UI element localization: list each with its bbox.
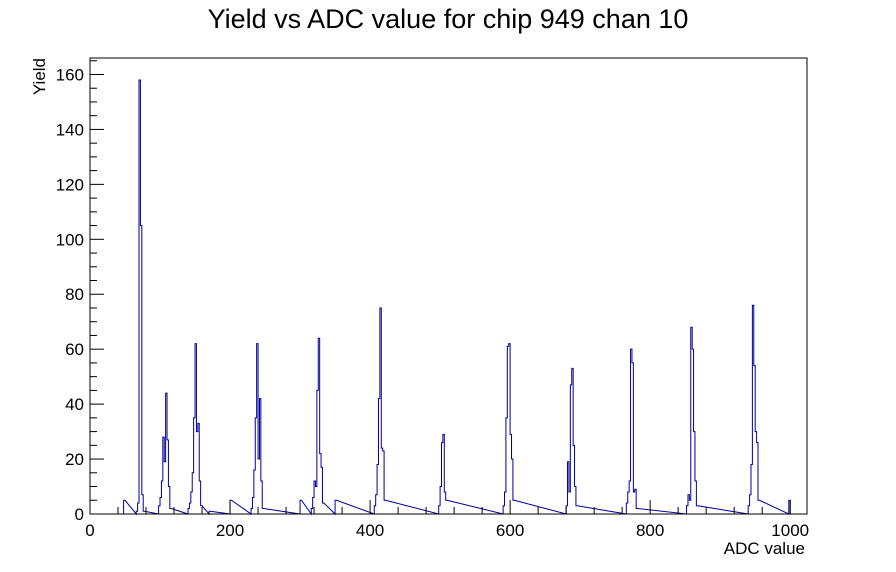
y-tick-label: 60	[65, 340, 84, 359]
y-tick-label: 80	[65, 285, 84, 304]
y-tick-label: 120	[56, 175, 84, 194]
plot-frame	[89, 57, 808, 515]
x-tick-label: 800	[636, 521, 664, 540]
histogram-line	[90, 79, 807, 516]
x-axis: 0 200 400 600 800 1000	[85, 500, 809, 540]
y-tick-label: 140	[56, 120, 84, 139]
x-axis-label: ADC value	[724, 539, 805, 558]
y-tick-label: 40	[65, 395, 84, 414]
x-tick-label: 600	[496, 521, 524, 540]
y-tick-label: 160	[56, 65, 84, 84]
y-axis-label: Yield	[30, 58, 49, 95]
y-tick-label: 0	[75, 505, 84, 524]
y-tick-label: 20	[65, 450, 84, 469]
chart-title: Yield vs ADC value for chip 949 chan 10	[208, 4, 689, 34]
histogram-path	[90, 79, 807, 516]
x-tick-label: 1000	[771, 521, 809, 540]
y-tick-label: 100	[56, 230, 84, 249]
x-tick-label: 200	[216, 521, 244, 540]
x-tick-label: 0	[85, 521, 94, 540]
y-axis: 0 20 40 60 80 100 120 140 160	[56, 60, 104, 524]
x-tick-label: 400	[356, 521, 384, 540]
